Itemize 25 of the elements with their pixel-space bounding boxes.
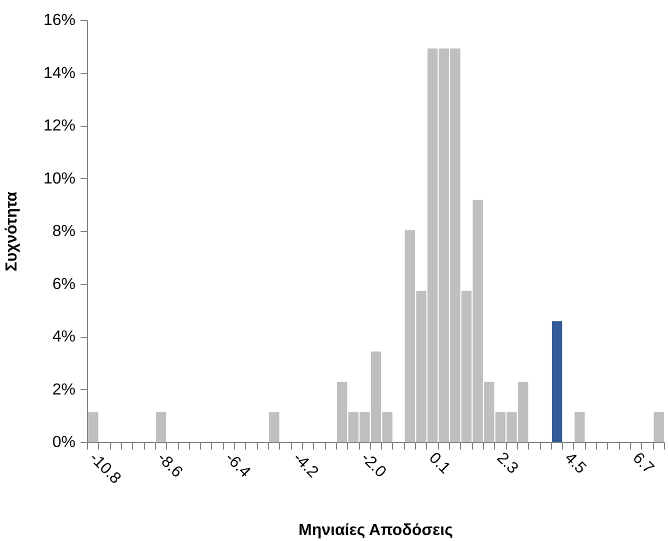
bar: [269, 412, 280, 442]
y-tick-label: 6%: [52, 276, 76, 293]
x-tick-label: 2.3: [493, 450, 522, 478]
bar: [88, 412, 98, 442]
x-tick-label: -2.0: [358, 450, 390, 482]
y-tick-label: 12%: [43, 118, 76, 134]
x-tick-label: -4.2: [290, 450, 322, 482]
x-tick-label: 6.7: [629, 450, 657, 478]
y-tick-label: 2%: [52, 381, 76, 398]
bar: [156, 412, 166, 442]
y-tick-label: 0%: [52, 434, 76, 451]
bar: [552, 321, 562, 442]
y-axis-title: Συχνότητα: [3, 191, 20, 272]
y-tick-label: 8%: [52, 223, 76, 240]
bar: [574, 412, 585, 442]
y-tick-label: 16%: [43, 12, 76, 29]
x-tick-label: -6.4: [222, 450, 254, 482]
x-tick-label: 4.5: [561, 450, 590, 478]
y-tick-label: 14%: [43, 64, 76, 82]
x-axis-title: Μηνιαίες Αποδόσεις: [298, 522, 453, 539]
x-tick-label: 0.1: [426, 450, 454, 478]
bar: [654, 412, 664, 442]
y-tick-label: 10%: [43, 170, 76, 188]
x-tick-label: -8.6: [154, 450, 186, 482]
y-tick-label: 4%: [52, 328, 76, 346]
